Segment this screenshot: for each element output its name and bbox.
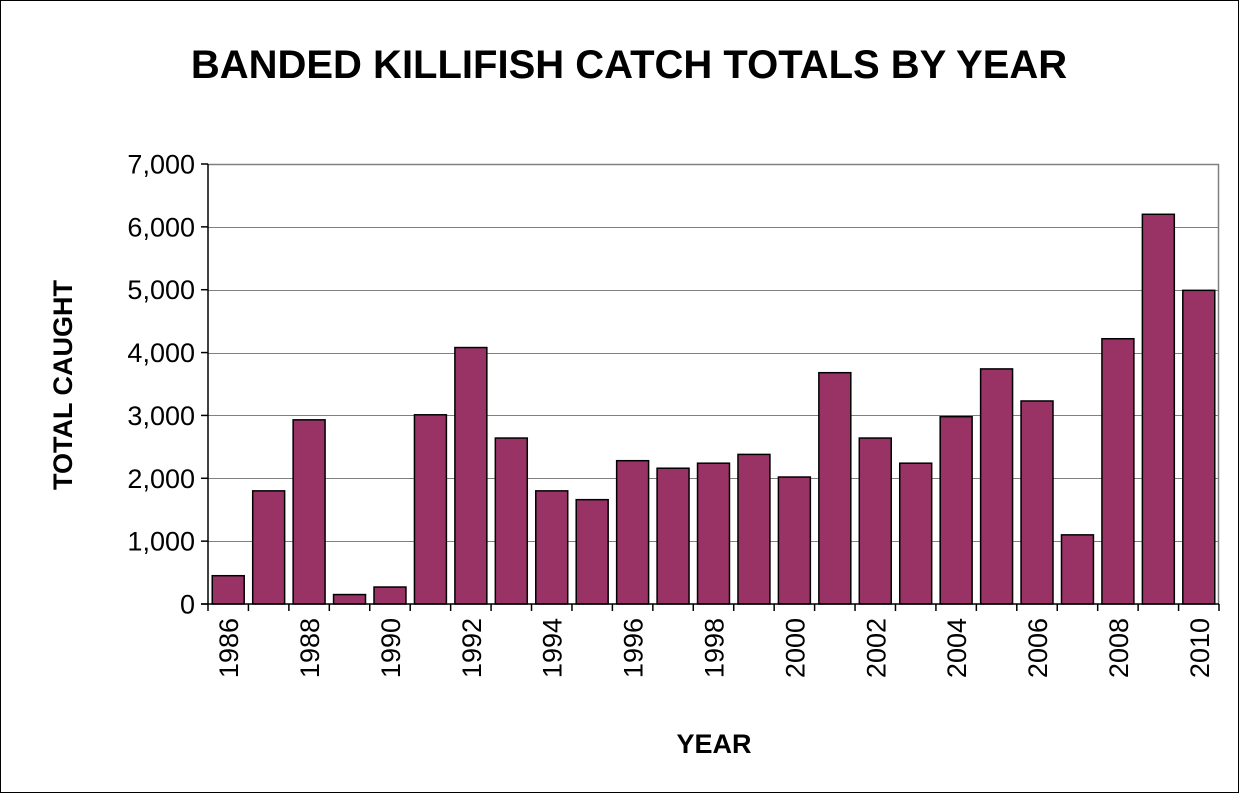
bar-1997 [657, 468, 689, 604]
bar-1995 [576, 500, 608, 604]
bar-1988 [293, 420, 325, 604]
bar-1990 [374, 587, 406, 604]
bar-2003 [900, 463, 932, 604]
bar-2001 [819, 373, 851, 604]
x-tick-label: 1996 [619, 618, 649, 678]
x-tick-label: 2000 [780, 618, 810, 678]
x-tick-labels: 1986 1988 1990 1992 1994 1996 1998 2000 2002 2004… [214, 618, 1215, 678]
bar-1986 [212, 576, 244, 604]
bar-2004 [940, 417, 972, 604]
bar-1991 [414, 415, 446, 604]
x-tick-label: 1992 [457, 618, 487, 678]
y-tick-label: 4,000 [127, 338, 195, 368]
bar-1999 [738, 454, 770, 604]
bar-2009 [1142, 214, 1174, 604]
chart-title: BANDED KILLIFISH CATCH TOTALS BY YEAR [191, 43, 1067, 87]
x-axis-title: YEAR [676, 729, 751, 759]
y-tick-label: 5,000 [127, 275, 195, 305]
y-tick-label: 0 [180, 590, 195, 620]
x-tick-label: 2002 [861, 618, 891, 678]
bar-1994 [536, 491, 568, 604]
y-tick-label: 1,000 [127, 527, 195, 557]
bar-1992 [455, 348, 487, 604]
y-tick-label: 3,000 [127, 401, 195, 431]
x-tick-label: 1994 [538, 618, 568, 678]
x-tick-label: 2006 [1023, 618, 1053, 678]
bar-1987 [253, 491, 285, 604]
bar-2010 [1183, 290, 1215, 604]
y-tick-label: 7,000 [127, 150, 195, 180]
bar-2008 [1102, 339, 1134, 604]
y-tick-labels: 0 1,000 2,000 3,000 4,000 5,000 6,000 7,000 [127, 150, 195, 620]
x-tick-label: 2010 [1185, 618, 1215, 678]
bar-2007 [1061, 535, 1093, 604]
bar-1989 [334, 595, 366, 604]
bar-2002 [859, 438, 891, 604]
x-tick-label: 2004 [942, 618, 972, 678]
bar-2005 [981, 369, 1013, 604]
x-tick-label: 1986 [214, 618, 244, 678]
x-tick-label: 1998 [700, 618, 730, 678]
x-tick-label: 1990 [376, 618, 406, 678]
bar-1993 [495, 438, 527, 604]
x-tick-label: 2008 [1104, 618, 1134, 678]
y-tick-label: 6,000 [127, 212, 195, 242]
y-axis-title: TOTAL CAUGHT [48, 280, 78, 490]
y-tick-label: 2,000 [127, 464, 195, 494]
x-tick-label: 1988 [295, 618, 325, 678]
bar-2000 [778, 477, 810, 604]
bar-1998 [698, 463, 730, 604]
bar-2006 [1021, 401, 1053, 604]
bar-1996 [617, 461, 649, 604]
bars [212, 214, 1215, 604]
